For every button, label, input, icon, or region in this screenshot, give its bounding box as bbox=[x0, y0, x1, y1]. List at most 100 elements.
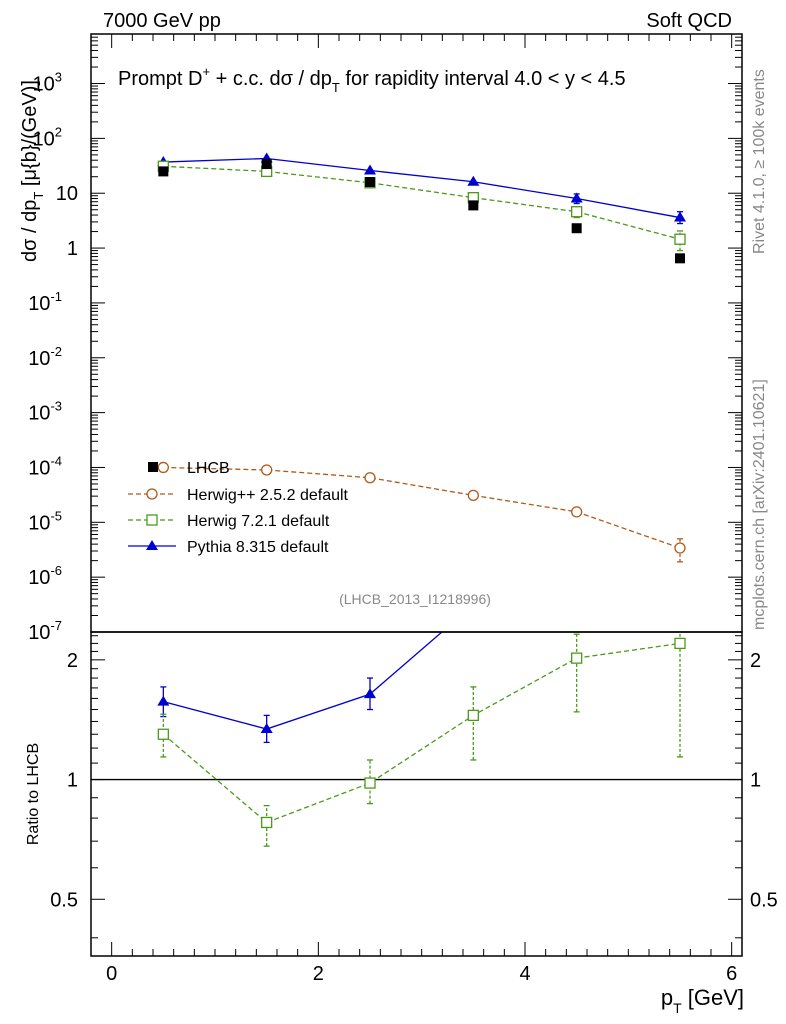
main-point-herwig-7-2-1-default bbox=[674, 233, 686, 245]
ytick-exponent: -7 bbox=[50, 618, 62, 633]
main-point-pythia-8-315-default bbox=[467, 175, 480, 186]
ratio-ytick-label: 2 bbox=[67, 650, 78, 672]
ratio-ticks bbox=[91, 635, 742, 956]
ytick-base: 10 bbox=[56, 183, 78, 205]
main-title: Prompt D+ + c.c. dσ / dpT for rapidity i… bbox=[118, 64, 626, 95]
main-point-lhcb bbox=[675, 253, 685, 264]
legend-label-herwigpp: Herwig++ 2.5.2 default bbox=[187, 487, 349, 504]
legend-marker-herwigpp bbox=[146, 488, 158, 500]
ratio-panel: 0.5 0.5 1 1 2 2 0 2 4 6 Ratio to LHCB pT [GeV] bbox=[25, 631, 778, 1016]
x-axis-label: pT [GeV] bbox=[661, 985, 744, 1016]
x-tick-label: 4 bbox=[519, 963, 530, 985]
legend-marker-pythia bbox=[146, 540, 158, 550]
main-point-herwig-2-5-2-default bbox=[674, 542, 686, 554]
ratio-point-herwig-7-2-1-default bbox=[157, 728, 169, 740]
legend-entry-herwig7: Herwig 7.2.1 default bbox=[128, 513, 330, 530]
legend-label-lhcb: LHCB bbox=[187, 460, 230, 477]
ytick-exponent: 3 bbox=[55, 70, 62, 85]
main-ylabel: dσ / dpT [μ{b}/(GeV)] bbox=[19, 80, 46, 262]
ratio-series bbox=[157, 632, 686, 847]
ratio-point-pythia-8-315-default bbox=[157, 695, 170, 706]
main-ytick-label: 10 bbox=[56, 183, 78, 205]
main-line-herwig-7-2-1-default bbox=[163, 165, 681, 240]
x-tick-label: 2 bbox=[313, 963, 324, 985]
main-series bbox=[157, 152, 686, 563]
ytick-base: 10 bbox=[28, 348, 50, 370]
main-ytick-label: 102 bbox=[33, 124, 62, 150]
main-point-herwig-2-5-2-default bbox=[571, 506, 583, 518]
ytick-exponent: 2 bbox=[55, 124, 62, 139]
ratio-ytick-label: 0.5 bbox=[50, 889, 78, 911]
ratio-frame bbox=[90, 631, 743, 957]
x-tick-label: 6 bbox=[726, 963, 737, 985]
ytick-base: 10 bbox=[28, 567, 50, 589]
ratio-point-herwig-7-2-1-default bbox=[261, 816, 273, 829]
rivet-label: Rivet 4.1.0, ≥ 100k events bbox=[751, 69, 768, 254]
main-ytick-label: 10-4 bbox=[28, 453, 62, 479]
main-point-pythia-8-315-default bbox=[364, 164, 376, 175]
header-left: 7000 GeV pp bbox=[103, 10, 221, 32]
ytick-base: 10 bbox=[33, 128, 55, 150]
ytick-base: 1 bbox=[67, 238, 78, 260]
main-point-herwig-7-2-1-default bbox=[571, 206, 583, 218]
ratio-ytick-label-right: 1 bbox=[750, 770, 761, 792]
ytick-base: 10 bbox=[28, 457, 50, 479]
main-point-lhcb bbox=[571, 223, 582, 234]
main-point-pythia-8-315-default bbox=[570, 192, 583, 203]
legend-entry-pythia: Pythia 8.315 default bbox=[128, 539, 329, 556]
ratio-point-herwig-7-2-1-default bbox=[674, 637, 686, 650]
x-tick-label: 0 bbox=[106, 963, 117, 985]
ytick-base: 10 bbox=[28, 512, 50, 534]
main-line-pythia-8-315-default bbox=[163, 157, 681, 219]
ratio-ytick-label-right: 0.5 bbox=[750, 889, 778, 911]
ratio-point-herwig-7-2-1-default bbox=[571, 652, 583, 664]
ytick-exponent: -3 bbox=[50, 399, 62, 414]
main-ytick-label: 10-5 bbox=[28, 508, 62, 534]
main-point-lhcb bbox=[468, 200, 479, 211]
main-point-herwig-2-5-2-default bbox=[467, 489, 479, 502]
legend-label-pythia: Pythia 8.315 default bbox=[187, 539, 329, 556]
legend-entry-lhcb: LHCB bbox=[148, 460, 230, 477]
ytick-base: 10 bbox=[28, 403, 50, 425]
ytick-base: 10 bbox=[28, 293, 50, 315]
ratio-point-herwig-7-2-1-default bbox=[364, 777, 376, 789]
source-label: mcplots.cern.ch [arXiv:2401.10621] bbox=[751, 379, 768, 630]
main-ytick-label: 1 bbox=[67, 238, 78, 260]
ytick-exponent: -5 bbox=[50, 508, 62, 523]
analysis-watermark: (LHCB_2013_I1218996) bbox=[339, 591, 491, 607]
ytick-exponent: -6 bbox=[50, 563, 62, 578]
ytick-exponent: -1 bbox=[50, 289, 62, 304]
ratio-point-herwig-7-2-1-default bbox=[467, 709, 479, 722]
ratio-tick-labels: 0.5 0.5 1 1 2 2 0 2 4 6 bbox=[50, 650, 778, 985]
ytick-exponent: -2 bbox=[50, 344, 62, 359]
header-right: Soft QCD bbox=[646, 10, 732, 32]
ytick-exponent: -4 bbox=[50, 453, 62, 468]
main-point-pythia-8-315-default bbox=[674, 211, 686, 222]
ratio-line-pythia-8-315-default bbox=[163, 632, 443, 730]
main-ytick-label: 10-3 bbox=[28, 399, 62, 425]
main-point-lhcb bbox=[365, 177, 375, 188]
main-point-lhcb bbox=[158, 166, 169, 177]
legend-entry-herwigpp: Herwig++ 2.5.2 default bbox=[128, 487, 349, 504]
main-ytick-label: 10-6 bbox=[28, 563, 62, 589]
main-ticks bbox=[91, 33, 742, 633]
main-point-herwig-2-5-2-default bbox=[157, 461, 169, 474]
ratio-ylabel: Ratio to LHCB bbox=[25, 743, 42, 845]
main-point-lhcb bbox=[261, 159, 272, 170]
ytick-base: 10 bbox=[28, 622, 50, 644]
ratio-ytick-label-right: 2 bbox=[750, 650, 761, 672]
main-line-herwig-2-5-2-default bbox=[163, 466, 681, 549]
main-point-herwig-2-5-2-default bbox=[261, 464, 273, 476]
legend-marker-herwig7 bbox=[146, 514, 158, 526]
main-ytick-label: 10-2 bbox=[28, 344, 62, 370]
ytick-base: 10 bbox=[33, 74, 55, 96]
ratio-point-pythia-8-315-default bbox=[260, 723, 273, 734]
legend-label-herwig7: Herwig 7.2.1 default bbox=[187, 513, 330, 530]
main-ytick-label: 10-7 bbox=[28, 618, 62, 644]
ratio-ytick-label: 1 bbox=[67, 770, 78, 792]
legend: LHCB Herwig++ 2.5.2 default Herwig 7.2.1… bbox=[128, 460, 349, 556]
ratio-point-pythia-8-315-default bbox=[364, 688, 376, 699]
